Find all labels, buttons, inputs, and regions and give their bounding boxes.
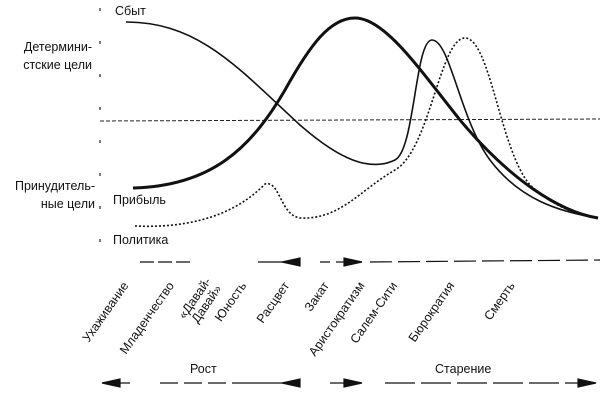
politics-label: Политика: [113, 233, 169, 247]
profit-label: Прибыль: [113, 193, 166, 207]
sales-curve: [125, 21, 599, 219]
midline: [99, 118, 600, 122]
growth-label: Рост: [190, 362, 217, 376]
profit-curve: [132, 16, 599, 220]
aging-label: Старение: [435, 362, 492, 376]
deterministic-goals-label: Детермини- стские цели: [23, 40, 92, 72]
coercive-goals-label: Принудитель- ные цели: [14, 179, 95, 211]
sales-label: Сбыт: [115, 4, 146, 18]
phase-arrow-line: [101, 378, 597, 388]
arrow-right-icon: [577, 378, 597, 388]
stage-arrow-line: [140, 257, 600, 267]
politics-curve: [134, 37, 599, 228]
